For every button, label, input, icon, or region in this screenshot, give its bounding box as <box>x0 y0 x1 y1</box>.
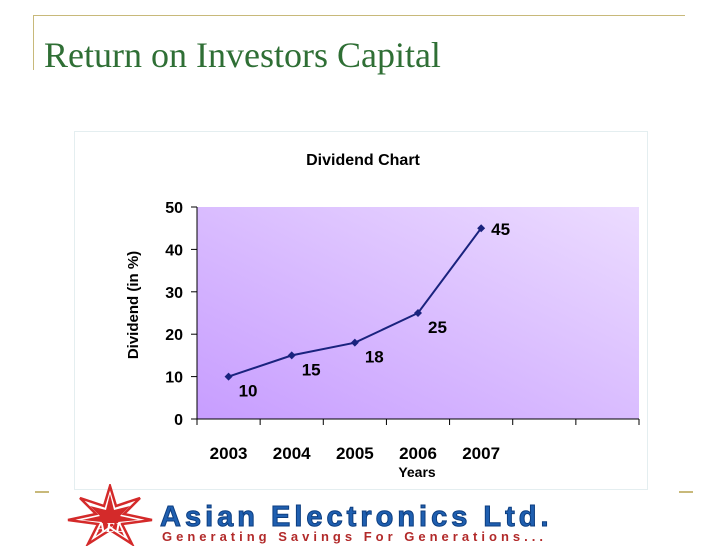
data-label: 15 <box>302 360 321 379</box>
bottom-rule-left <box>35 491 49 493</box>
data-label: 25 <box>428 318 447 337</box>
y-tick-label: 50 <box>165 200 183 217</box>
data-point-marker <box>350 338 359 347</box>
y-tick-label: 30 <box>165 285 183 302</box>
chart-title: Dividend Chart <box>306 152 420 169</box>
x-tick-label: 2003 <box>210 444 248 463</box>
data-label: 45 <box>491 220 510 239</box>
data-point-marker <box>224 372 233 381</box>
y-axis-title: Dividend (in %) <box>125 251 142 359</box>
x-tick-label: 2005 <box>336 444 374 463</box>
y-tick-label: 40 <box>165 242 183 259</box>
dividend-chart: Dividend Chart 0 10 20 30 40 50 2003 2004 2005 2… <box>125 152 640 480</box>
x-tick-label: 2004 <box>273 444 311 463</box>
x-tick-label: 2006 <box>399 444 437 463</box>
data-label: 18 <box>365 348 384 367</box>
data-point-marker <box>414 309 422 317</box>
x-axis-title: Years <box>398 464 436 480</box>
chart-frame: Dividend Chart 0 10 20 30 40 50 2003 2004 2005 2… <box>74 131 648 490</box>
slide-title: Return on Investors Capital <box>44 35 441 75</box>
y-tick-label: 10 <box>165 370 183 387</box>
y-tick-label: 20 <box>165 327 183 344</box>
left-rule <box>33 15 34 70</box>
top-rule <box>33 15 685 16</box>
svg-text:AEL: AEL <box>95 521 123 536</box>
bottom-rule-right <box>679 491 693 493</box>
data-label: 10 <box>239 382 258 401</box>
company-logo-icon: AEL <box>67 484 153 546</box>
company-tagline: Generating Savings For Generations... <box>162 529 547 544</box>
x-tick-label: 2007 <box>462 444 500 463</box>
data-point-marker <box>477 224 486 233</box>
company-name: Asian Electronics Ltd. <box>160 501 553 534</box>
y-tick-label: 0 <box>174 412 183 429</box>
data-point-marker <box>287 351 296 360</box>
